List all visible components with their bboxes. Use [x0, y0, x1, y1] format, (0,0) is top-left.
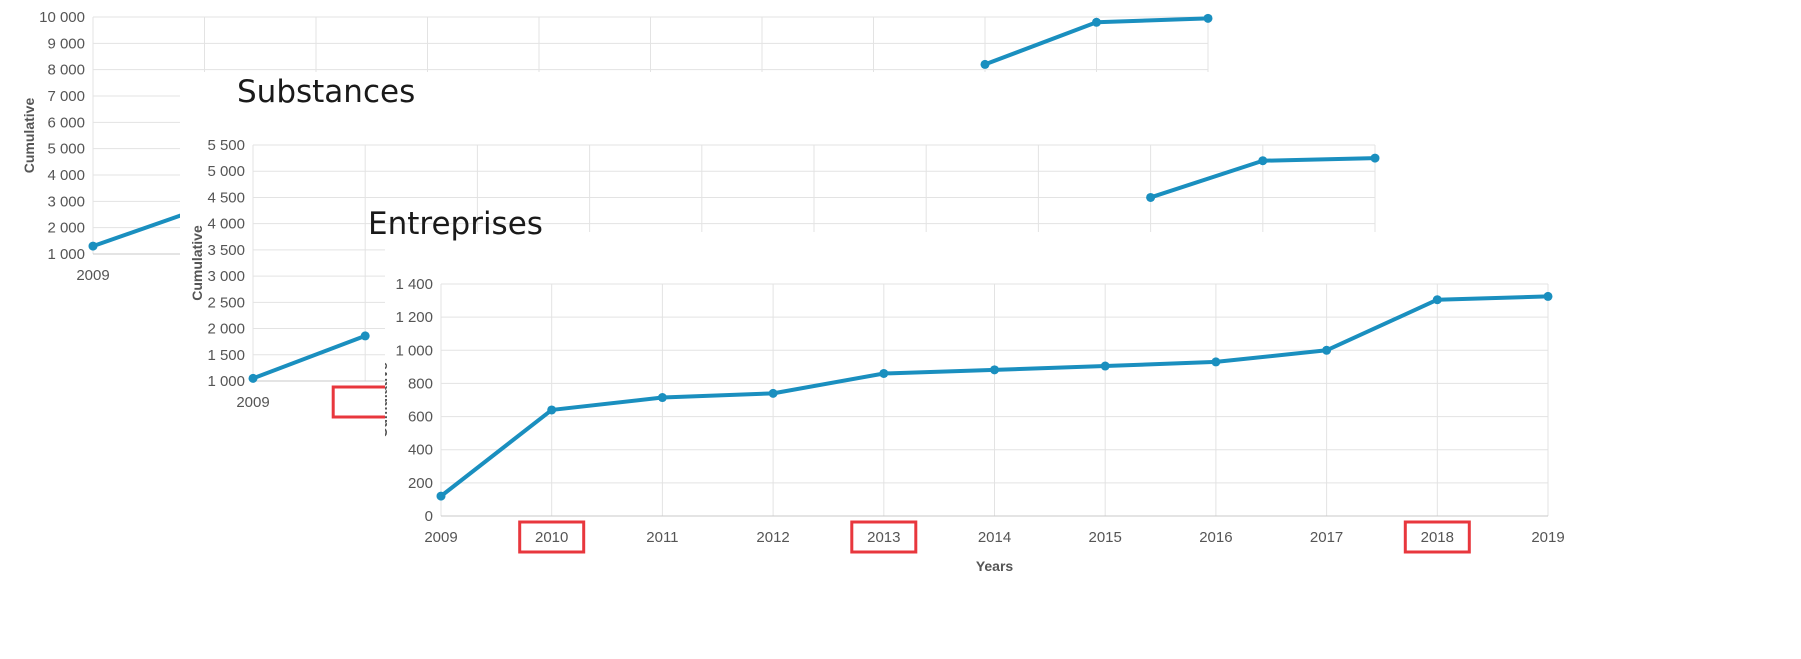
highlight-box-2013	[850, 520, 918, 554]
y-tick-label: 10 000	[39, 9, 85, 26]
x-tick-label: 2012	[756, 529, 789, 546]
data-point-2019	[1370, 153, 1380, 163]
data-point-2016	[1211, 357, 1221, 367]
data-point-2018	[1092, 17, 1101, 27]
y-tick-label: 400	[408, 442, 433, 459]
data-point-2017	[1322, 345, 1332, 355]
substances-chart-title: Substances	[237, 74, 416, 110]
y-tick-label: 0	[425, 508, 433, 525]
y-tick-label: 1 000	[395, 342, 433, 359]
y-tick-label: 7 000	[47, 88, 85, 105]
data-point-2019	[1543, 291, 1553, 301]
y-tick-label: 1 000	[47, 246, 85, 263]
y-tick-label: 2 500	[207, 294, 245, 311]
data-point-2010	[360, 331, 370, 341]
x-tick-label: 2011	[646, 529, 678, 546]
x-axis-label: Years	[976, 558, 1014, 574]
y-tick-label: 5 500	[207, 137, 245, 154]
y-tick-label: 1 500	[207, 347, 245, 364]
y-tick-label: 1 000	[207, 373, 245, 390]
data-point-2018	[1432, 295, 1442, 305]
y-tick-label: 5 000	[207, 163, 245, 180]
data-point-2012	[768, 388, 778, 398]
x-tick-label: 2009	[424, 529, 457, 546]
y-tick-label: 4 000	[207, 216, 245, 233]
x-tick-label: 2009	[236, 394, 269, 411]
y-tick-label: 3 000	[207, 268, 245, 285]
x-tick-label: 2015	[1089, 529, 1122, 546]
data-point-2019	[1203, 13, 1213, 23]
entreprises-chart-svg: 0 200 400 600 800 1 000 1 200 1 400 Cumulative 20…	[385, 276, 1565, 574]
data-point-2009	[248, 373, 258, 383]
data-point-2017	[1146, 192, 1156, 202]
x-tick-label: 2018	[1421, 529, 1454, 546]
x-tick-label: 2019	[1531, 529, 1564, 546]
y-tick-label: 3 000	[47, 193, 85, 210]
y-tick-label: 5 000	[47, 141, 85, 158]
y-tick-label: 4 500	[207, 189, 245, 206]
y-tick-label: 1 200	[395, 309, 433, 326]
entreprises-chart-title: Entreprises	[368, 206, 543, 242]
data-point-2018	[1258, 156, 1268, 166]
y-tick-label: 4 000	[47, 167, 85, 184]
x-tick-label: 2009	[76, 267, 109, 284]
y-tick-label: 3 500	[207, 242, 245, 259]
y-tick-label: 2 000	[47, 220, 85, 237]
data-point-2014	[990, 365, 999, 375]
y-axis-label: Cumulative	[189, 225, 205, 301]
x-tick-label: 2013	[867, 529, 900, 546]
y-tick-label: 6 000	[47, 114, 85, 131]
data-point-2009	[88, 241, 98, 251]
y-tick-label: 1 400	[395, 276, 433, 293]
data-point-2013	[879, 368, 889, 378]
x-tick-label: 2014	[978, 529, 1011, 546]
y-tick-label: 9 000	[47, 35, 85, 52]
series-line	[252, 334, 366, 381]
x-tick-label: 2017	[1310, 529, 1343, 546]
data-point-2009	[436, 491, 446, 501]
data-point-2010	[547, 405, 557, 415]
y-tick-label: 8 000	[47, 62, 85, 79]
x-tick-label: 2016	[1199, 529, 1232, 546]
y-tick-label: 800	[408, 375, 433, 392]
y-tick-label: 2 000	[207, 321, 245, 338]
y-tick-label: 600	[408, 409, 433, 426]
entreprises-chart: Entreprises 0 200 400 600 800 1 000 1 200 1 400…	[368, 206, 1801, 659]
y-axis-label: Cumulative	[21, 98, 37, 174]
y-tick-label: 200	[408, 475, 433, 492]
data-point-2017	[980, 59, 990, 69]
y-axis-label: Cumulative	[385, 362, 390, 438]
data-point-2011	[657, 393, 667, 403]
x-tick-label: 2010	[535, 529, 568, 546]
highlight-box-2010	[518, 520, 586, 554]
highlight-box-2018	[1403, 520, 1471, 554]
data-point-2015	[1100, 361, 1110, 371]
